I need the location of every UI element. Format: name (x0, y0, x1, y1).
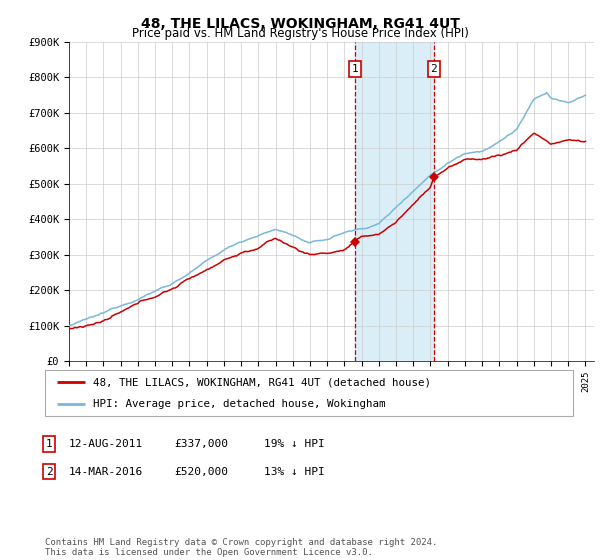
Text: 48, THE LILACS, WOKINGHAM, RG41 4UT (detached house): 48, THE LILACS, WOKINGHAM, RG41 4UT (det… (92, 377, 431, 388)
Text: £520,000: £520,000 (174, 466, 228, 477)
Text: £337,000: £337,000 (174, 439, 228, 449)
Text: 1: 1 (352, 64, 358, 74)
Text: 48, THE LILACS, WOKINGHAM, RG41 4UT: 48, THE LILACS, WOKINGHAM, RG41 4UT (140, 17, 460, 31)
FancyBboxPatch shape (45, 370, 573, 416)
Bar (355, 42, 434, 361)
Text: 13% ↓ HPI: 13% ↓ HPI (264, 466, 325, 477)
Text: Price paid vs. HM Land Registry's House Price Index (HPI): Price paid vs. HM Land Registry's House … (131, 27, 469, 40)
Text: 19% ↓ HPI: 19% ↓ HPI (264, 439, 325, 449)
Text: 1: 1 (46, 439, 53, 449)
Text: 12-AUG-2011: 12-AUG-2011 (69, 439, 143, 449)
Text: 2: 2 (46, 466, 53, 477)
Text: 14-MAR-2016: 14-MAR-2016 (69, 466, 143, 477)
Text: HPI: Average price, detached house, Wokingham: HPI: Average price, detached house, Woki… (92, 399, 385, 409)
Text: Contains HM Land Registry data © Crown copyright and database right 2024.
This d: Contains HM Land Registry data © Crown c… (45, 538, 437, 557)
Text: 2: 2 (431, 64, 437, 74)
